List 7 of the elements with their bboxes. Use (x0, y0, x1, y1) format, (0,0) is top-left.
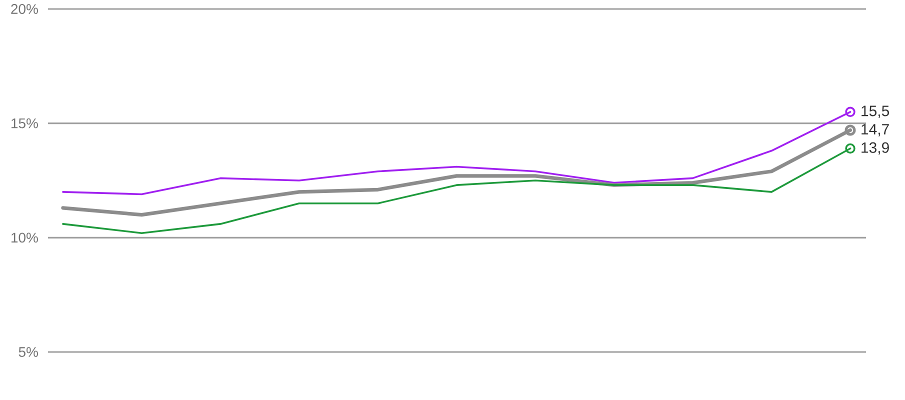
y-tick-label: 20% (11, 4, 38, 14)
y-tick-label: 5% (18, 347, 38, 357)
data-label: 14,7 (862, 124, 889, 136)
data-label: 13,9 (862, 142, 889, 155)
data-label: 15,5 (862, 106, 890, 118)
y-tick-label: 15% (12, 118, 38, 128)
y-tick-label: 10% (12, 232, 38, 243)
